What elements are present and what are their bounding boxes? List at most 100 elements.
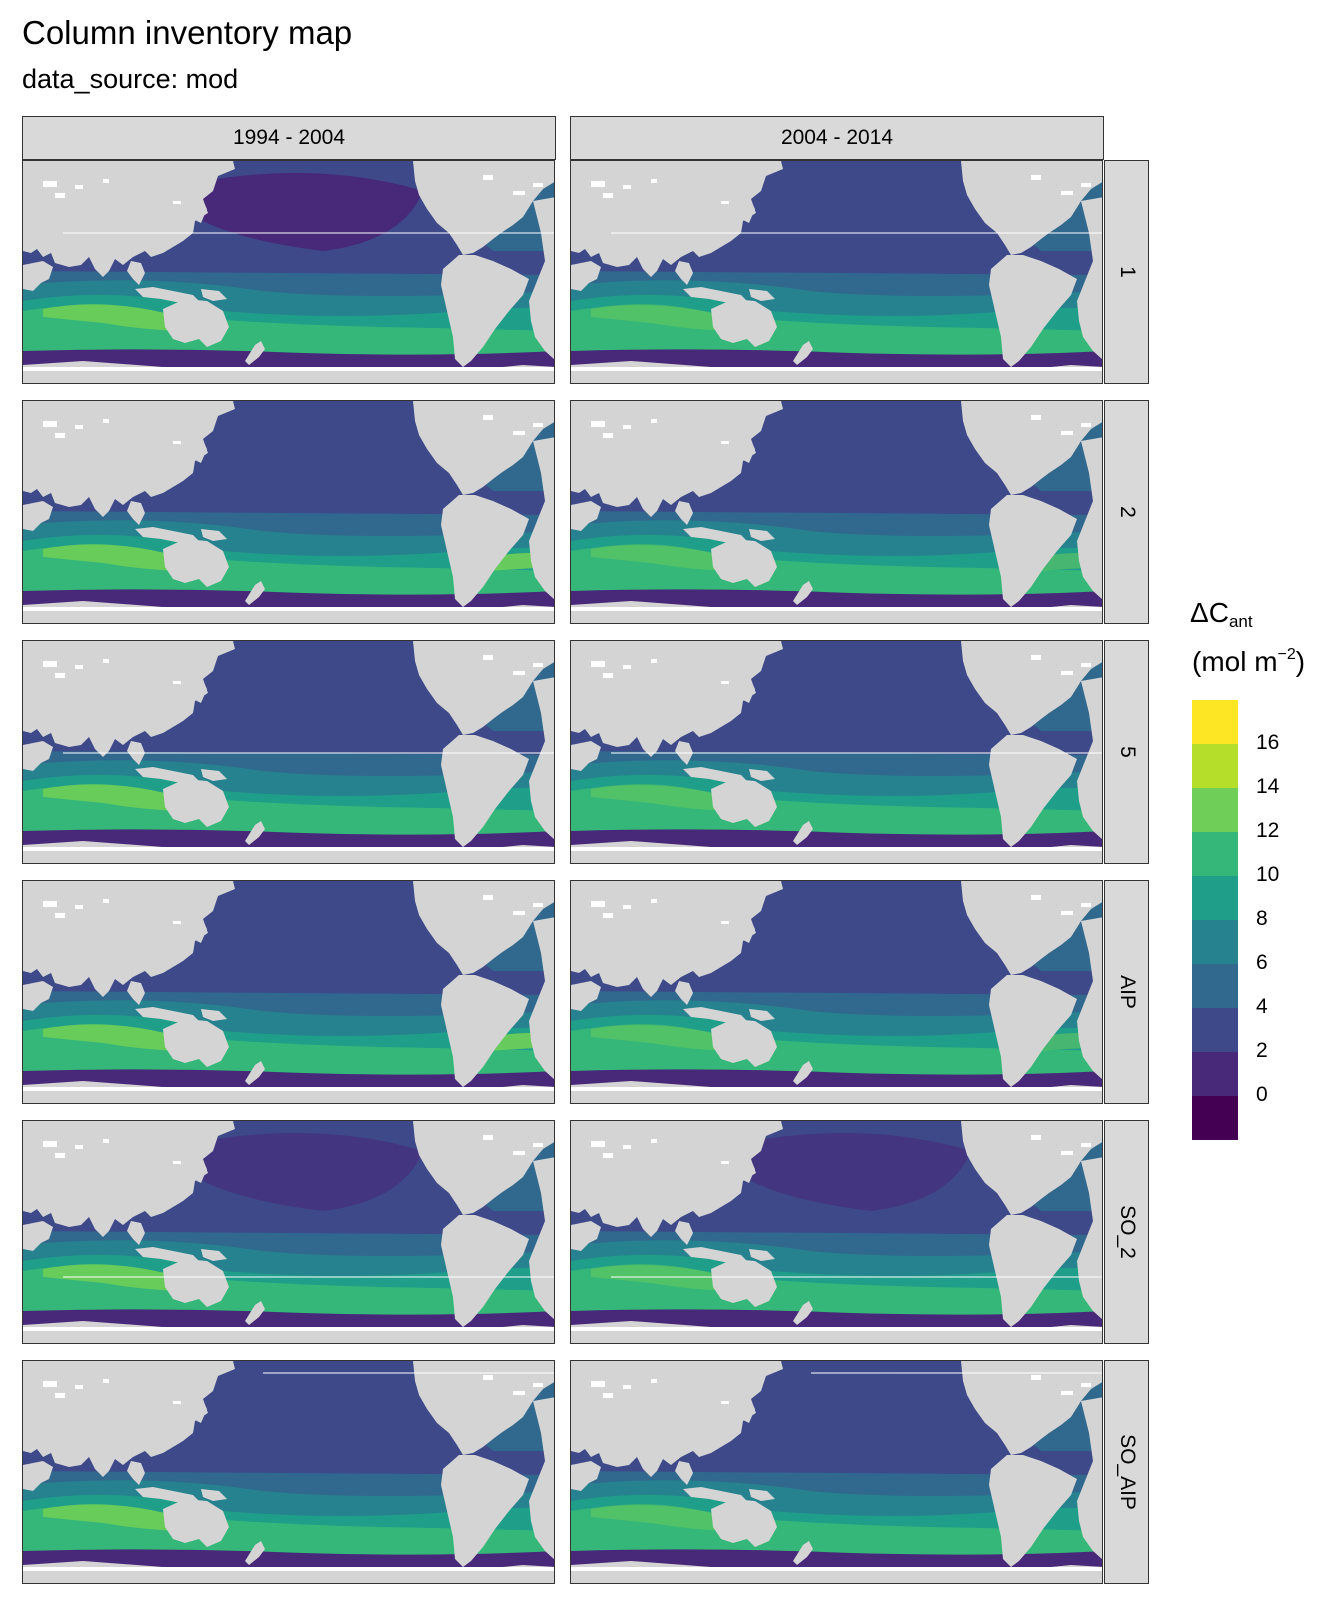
- land-africa: [571, 1221, 601, 1251]
- ice-patch: [721, 1161, 729, 1164]
- ice-patch: [533, 1143, 543, 1147]
- ice-patch: [55, 673, 65, 678]
- antarctic-ice-edge: [571, 1087, 1102, 1091]
- antarctic-ice-edge: [23, 1567, 554, 1571]
- land-samerica: [441, 1215, 529, 1327]
- ice-patch: [483, 1135, 493, 1140]
- ice-patch: [1081, 1383, 1091, 1387]
- map-svg: [23, 641, 554, 863]
- land-antarctica: [571, 361, 1102, 383]
- land-africa: [23, 981, 53, 1011]
- map-svg: [571, 881, 1102, 1103]
- land-antarctica: [23, 601, 554, 623]
- land-africa_r: [529, 1397, 554, 1560]
- land-indonesia: [683, 1007, 747, 1023]
- row-label: AIP: [1115, 975, 1139, 1009]
- ice-patch: [103, 1139, 109, 1143]
- map-svg: [23, 881, 554, 1103]
- antarctic-ice-edge: [23, 607, 554, 611]
- ice-patch: [603, 913, 613, 918]
- colorbar-tick-label: 14: [1256, 775, 1280, 798]
- ice-patch: [591, 901, 605, 907]
- ice-patch: [103, 659, 109, 663]
- north-pacific-region: [203, 413, 423, 491]
- land-indonesia: [683, 1487, 747, 1503]
- land-australia: [711, 1019, 777, 1067]
- ice-patch: [513, 1391, 525, 1395]
- colorbar-step: [1192, 920, 1238, 964]
- ice-patch: [603, 673, 613, 678]
- ice-patch: [533, 663, 543, 667]
- ice-patch: [483, 415, 493, 420]
- row-label: SO_AIP: [1115, 1434, 1139, 1510]
- land-africa: [571, 981, 601, 1011]
- ice-patch: [43, 421, 57, 427]
- land-samerica: [441, 495, 529, 607]
- land-indonesia: [683, 1247, 747, 1263]
- ice-patch: [173, 201, 181, 204]
- land-africa_r: [1077, 677, 1102, 840]
- ice-patch: [1061, 191, 1073, 195]
- land-indochina: [675, 981, 693, 1005]
- land-japan: [741, 677, 755, 703]
- land-japan: [193, 917, 207, 943]
- land-png: [749, 1249, 775, 1261]
- ice-patch: [721, 201, 729, 204]
- north-pacific-region: [203, 893, 423, 971]
- map-panel-AIP-2: [570, 880, 1103, 1104]
- land-samerica: [989, 1455, 1077, 1567]
- land-samerica: [441, 255, 529, 367]
- row-strip: 2: [1104, 400, 1149, 624]
- land-namerica: [961, 401, 1102, 495]
- land-indochina: [675, 1461, 693, 1485]
- land-africa_r: [1077, 1157, 1102, 1320]
- land-indonesia: [135, 1487, 199, 1503]
- land-africa_r: [529, 437, 554, 600]
- map-panel-1-1: [22, 160, 555, 384]
- land-africa: [23, 741, 53, 771]
- ice-patch: [43, 901, 57, 907]
- land-png: [749, 769, 775, 781]
- land-samerica: [441, 735, 529, 847]
- land-africa_r: [529, 197, 554, 360]
- land-samerica: [989, 255, 1077, 367]
- land-indochina: [127, 1221, 145, 1245]
- land-africa_r: [1077, 1397, 1102, 1560]
- map-panel-5-1: [22, 640, 555, 864]
- land-australia: [163, 1019, 229, 1067]
- north-pacific-region: [203, 653, 423, 731]
- north-pacific-region: [751, 413, 971, 491]
- land-samerica: [989, 975, 1077, 1087]
- land-indochina: [127, 1461, 145, 1485]
- ice-patch: [43, 661, 57, 667]
- land-namerica: [413, 1121, 554, 1215]
- map-panel-2-1: [22, 400, 555, 624]
- ice-patch: [591, 181, 605, 187]
- ice-patch: [483, 1375, 493, 1380]
- antarctic-ice-edge: [571, 607, 1102, 611]
- land-africa: [571, 741, 601, 771]
- land-japan: [193, 197, 207, 223]
- north-pacific-region: [203, 1133, 423, 1211]
- land-antarctica: [571, 1081, 1102, 1103]
- ice-patch: [603, 1393, 613, 1398]
- ice-patch: [483, 175, 493, 180]
- ice-patch: [103, 1379, 109, 1383]
- map-panel-5-2: [570, 640, 1103, 864]
- land-asia: [571, 881, 783, 997]
- ice-patch: [75, 425, 83, 429]
- ice-patch: [651, 659, 657, 663]
- land-australia: [711, 539, 777, 587]
- ice-patch: [173, 441, 181, 444]
- land-samerica: [441, 975, 529, 1087]
- land-asia: [571, 401, 783, 517]
- ice-patch: [513, 911, 525, 915]
- land-namerica: [961, 1121, 1102, 1215]
- land-africa: [23, 1221, 53, 1251]
- antarctic-ice-edge: [23, 847, 554, 851]
- row-label: 1: [1115, 266, 1139, 278]
- colorbar-step: [1192, 876, 1238, 920]
- ice-patch: [513, 1151, 525, 1155]
- land-namerica: [413, 1361, 554, 1455]
- colorbar-step: [1192, 1096, 1238, 1140]
